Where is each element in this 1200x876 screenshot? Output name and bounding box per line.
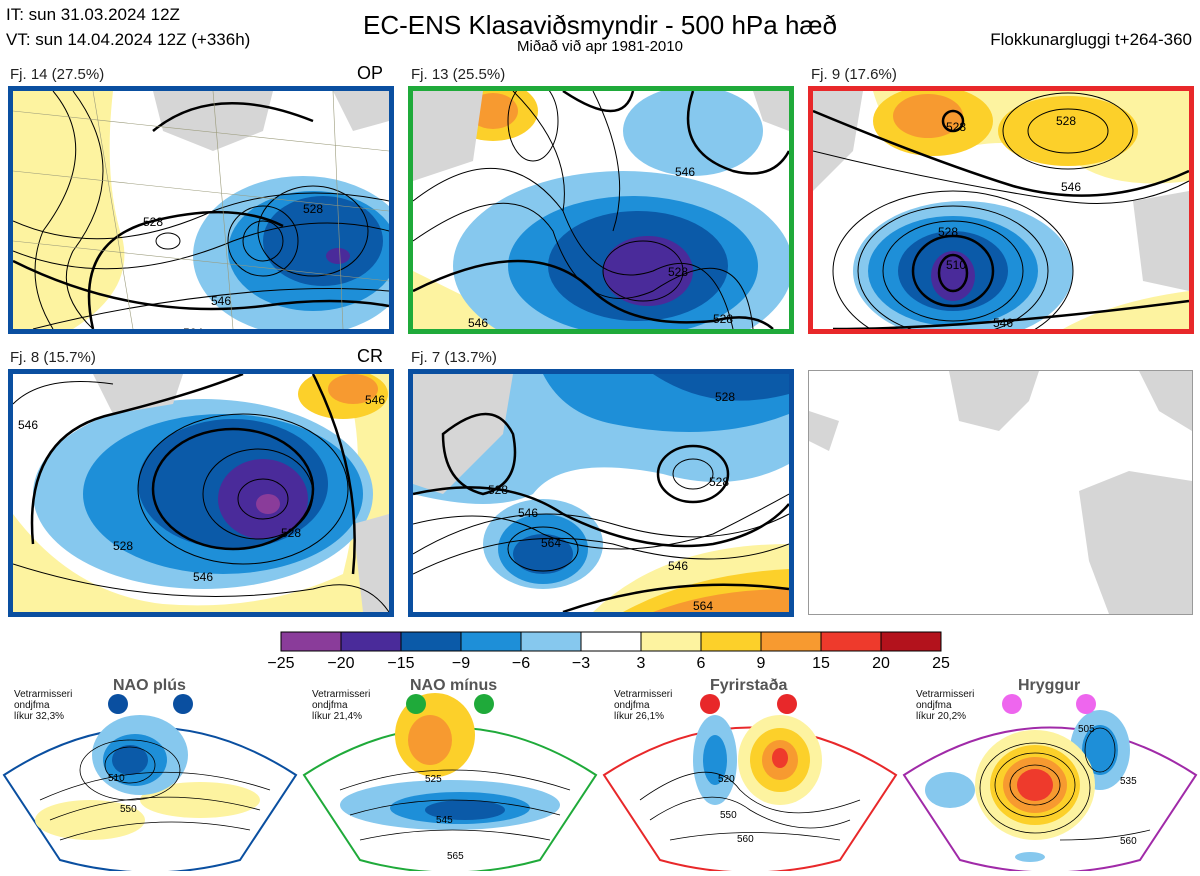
contour-label: 546 [668, 559, 688, 573]
colorbar-tick: −3 [571, 655, 591, 672]
contour-label: 546 [1061, 180, 1081, 194]
regime-marker [1002, 694, 1022, 714]
colorbar-swatch [280, 631, 342, 652]
regime-marker [1076, 694, 1096, 714]
contour-label: 546 [675, 165, 695, 179]
regime-note-nao-plus: Vetrarmisseri ondjfma líkur 32,3% [14, 689, 73, 722]
colorbar-tick: −25 [267, 655, 295, 672]
panel-tag-cr: CR [357, 346, 383, 366]
empty-base-map [808, 370, 1193, 615]
regime-marker [700, 694, 720, 714]
page-title: EC-ENS Klasaviðsmyndir - 500 hPa hæð [363, 10, 837, 40]
contour-label: 546 [18, 418, 38, 432]
contour-label: 564 [693, 599, 713, 612]
colorbar-tick: 25 [932, 655, 950, 672]
contour-label: 546 [468, 316, 488, 329]
regime-nao-minus: 525 545 565 [300, 690, 600, 874]
valid-time: VT: sun 14.04.2024 12Z (+336h) [6, 30, 251, 49]
cluster-map-3: 528 528 546 528 510 546 [808, 86, 1194, 334]
colorbar-swatch [640, 631, 702, 652]
regime-note-ridge: Vetrarmisseri ondjfma líkur 20,2% [916, 689, 975, 722]
regime-contour-label: 525 [425, 774, 442, 785]
regime-note-nao-minus: Vetrarmisseri ondjfma líkur 21,4% [312, 689, 371, 722]
colorbar-tick: 9 [756, 655, 766, 672]
colorbar-tick: −9 [451, 655, 471, 672]
regime-contour-label: 505 [1078, 724, 1095, 735]
regime-marker [406, 694, 426, 714]
colorbar-swatch [700, 631, 762, 652]
contour-label: 528 [303, 202, 323, 216]
panel-label-3: Fj. 9 (17.6%) [811, 66, 897, 83]
contour-label: 528 [668, 265, 688, 279]
contour-label: 546 [193, 570, 213, 584]
regime-contour-label: 550 [720, 810, 737, 821]
regime-blocking: 520 550 560 [600, 690, 900, 874]
panel-label-4: Fj. 8 (15.7%) [10, 349, 96, 366]
colorbar-swatch [760, 631, 822, 652]
regime-contour-label: 550 [120, 804, 137, 815]
colorbar-tick: 3 [636, 655, 646, 672]
contour-label: 528 [281, 526, 301, 540]
contour-label: 528 [488, 483, 508, 497]
page-subtitle: Miðað við apr 1981-2010 [517, 38, 683, 55]
regime-contour-label: 545 [436, 815, 453, 826]
contour-label: 528 [143, 215, 163, 229]
regime-marker [474, 694, 494, 714]
colorbar-tick: 15 [812, 655, 830, 672]
panel-label-1: Fj. 14 (27.5%) [10, 66, 105, 83]
contour-label: 528 [946, 120, 966, 134]
regime-contour-label: 560 [1120, 836, 1137, 847]
colorbar-swatch [580, 631, 642, 652]
panel-label-5: Fj. 7 (13.7%) [411, 349, 497, 366]
regime-title-ridge: Hryggur [1018, 677, 1081, 694]
contour-label: 564 [541, 536, 561, 550]
contour-label: 528 [938, 225, 958, 239]
regime-note-blocking: Vetrarmisseri ondjfma líkur 26,1% [614, 689, 673, 722]
regime-marker [777, 694, 797, 714]
regime-contour-label: 520 [718, 774, 735, 785]
contour-label: 546 [993, 316, 1013, 329]
colorbar-tick: −6 [511, 655, 531, 672]
regime-title-blocking: Fyrirstaða [710, 677, 788, 694]
contour-label: 528 [715, 390, 735, 404]
regime-contour-label: 535 [1120, 776, 1137, 787]
contour-label: 528 [713, 312, 733, 326]
colorbar-swatch [520, 631, 582, 652]
contour-label: 510 [946, 258, 966, 272]
regime-marker [173, 694, 193, 714]
colorbar-swatch [820, 631, 882, 652]
colorbar-tick: −20 [327, 655, 355, 672]
regime-contour-label: 565 [447, 851, 464, 862]
cluster-map-2: 546 528 546 528 [408, 86, 794, 334]
colorbar-swatch [340, 631, 402, 652]
regime-title-nao-plus: NAO plús [113, 677, 186, 694]
regime-contour-label: 510 [108, 773, 125, 784]
contour-label: 528 [113, 539, 133, 553]
colorbar-tick: −15 [387, 655, 415, 672]
contour-label: 528 [709, 475, 729, 489]
contour-label: 564 [183, 326, 203, 329]
regime-contour-label: 560 [737, 834, 754, 845]
initial-time: IT: sun 31.03.2024 12Z [6, 5, 180, 24]
colorbar [280, 631, 942, 652]
cluster-map-1: 546 564 528 528 [8, 86, 394, 334]
regime-title-nao-minus: NAO mínus [410, 677, 498, 694]
contour-label: 546 [518, 506, 538, 520]
contour-label: 528 [1056, 114, 1076, 128]
colorbar-tick: 6 [696, 655, 706, 672]
regime-marker [108, 694, 128, 714]
colorbar-swatch [460, 631, 522, 652]
colorbar-swatch [400, 631, 462, 652]
cluster-map-5: 528 528 546 564 546 528 564 [408, 369, 794, 617]
panel-tag-op: OP [357, 63, 384, 83]
contour-label: 546 [211, 294, 231, 308]
colorbar-tick: 20 [872, 655, 890, 672]
classification-window: Flokkunargluggi t+264-360 [990, 30, 1192, 49]
contour-label: 546 [365, 393, 385, 407]
regime-nao-plus: 510 550 [0, 690, 300, 874]
panel-label-2: Fj. 13 (25.5%) [411, 66, 506, 83]
colorbar-swatch [880, 631, 942, 652]
cluster-map-4: 546 528 546 528 546 [8, 369, 394, 617]
